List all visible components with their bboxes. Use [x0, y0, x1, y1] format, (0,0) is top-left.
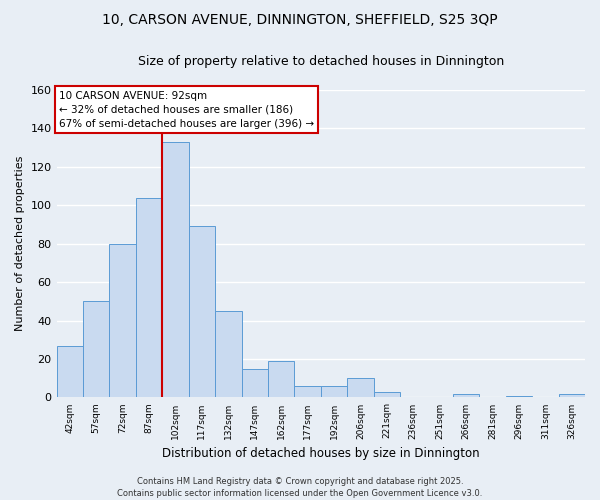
- Bar: [559, 394, 585, 398]
- Bar: [109, 244, 136, 398]
- X-axis label: Distribution of detached houses by size in Dinnington: Distribution of detached houses by size …: [162, 447, 479, 460]
- Bar: [295, 386, 321, 398]
- Bar: [321, 386, 347, 398]
- Bar: [242, 368, 268, 398]
- Bar: [453, 394, 479, 398]
- Y-axis label: Number of detached properties: Number of detached properties: [15, 156, 25, 332]
- Bar: [162, 142, 188, 398]
- Bar: [374, 392, 400, 398]
- Bar: [56, 346, 83, 398]
- Bar: [136, 198, 162, 398]
- Bar: [215, 311, 242, 398]
- Title: Size of property relative to detached houses in Dinnington: Size of property relative to detached ho…: [137, 55, 504, 68]
- Bar: [268, 361, 295, 398]
- Text: 10, CARSON AVENUE, DINNINGTON, SHEFFIELD, S25 3QP: 10, CARSON AVENUE, DINNINGTON, SHEFFIELD…: [102, 12, 498, 26]
- Bar: [83, 302, 109, 398]
- Bar: [506, 396, 532, 398]
- Text: 10 CARSON AVENUE: 92sqm
← 32% of detached houses are smaller (186)
67% of semi-d: 10 CARSON AVENUE: 92sqm ← 32% of detache…: [59, 90, 314, 128]
- Text: Contains HM Land Registry data © Crown copyright and database right 2025.
Contai: Contains HM Land Registry data © Crown c…: [118, 476, 482, 498]
- Bar: [347, 378, 374, 398]
- Bar: [188, 226, 215, 398]
